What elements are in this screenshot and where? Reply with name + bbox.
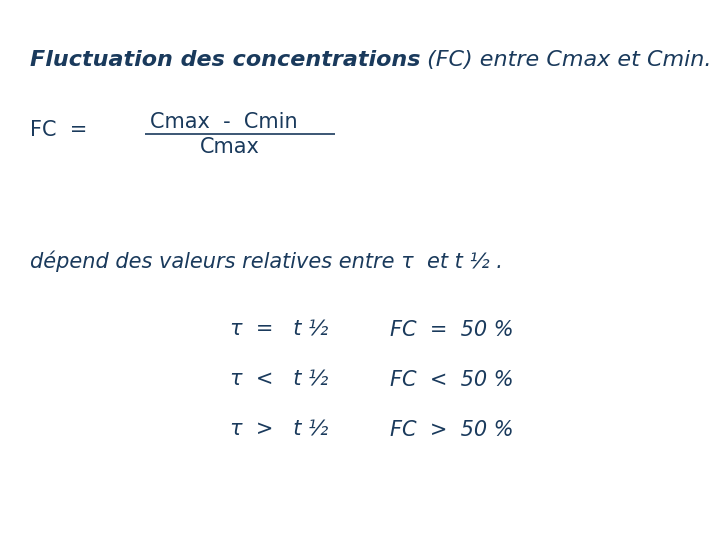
Text: FC  >  50 %: FC > 50 %: [390, 420, 513, 440]
Text: τ  =   t ½: τ = t ½: [230, 320, 328, 340]
Text: τ  >   t ½: τ > t ½: [230, 420, 328, 440]
Text: (FC) entre Cmax et Cmin.: (FC) entre Cmax et Cmin.: [420, 50, 712, 70]
Text: Cmax  -  Cmin: Cmax - Cmin: [150, 112, 297, 132]
Text: FC  =  50 %: FC = 50 %: [390, 320, 513, 340]
Text: Cmax: Cmax: [200, 137, 260, 157]
Text: Fluctuation des concentrations: Fluctuation des concentrations: [30, 50, 420, 70]
Text: dépend des valeurs relatives entre τ  et t ½ .: dépend des valeurs relatives entre τ et …: [30, 250, 503, 272]
Text: FC  <  50 %: FC < 50 %: [390, 370, 513, 390]
Text: τ  <   t ½: τ < t ½: [230, 370, 328, 390]
Text: FC  =: FC =: [30, 120, 87, 140]
